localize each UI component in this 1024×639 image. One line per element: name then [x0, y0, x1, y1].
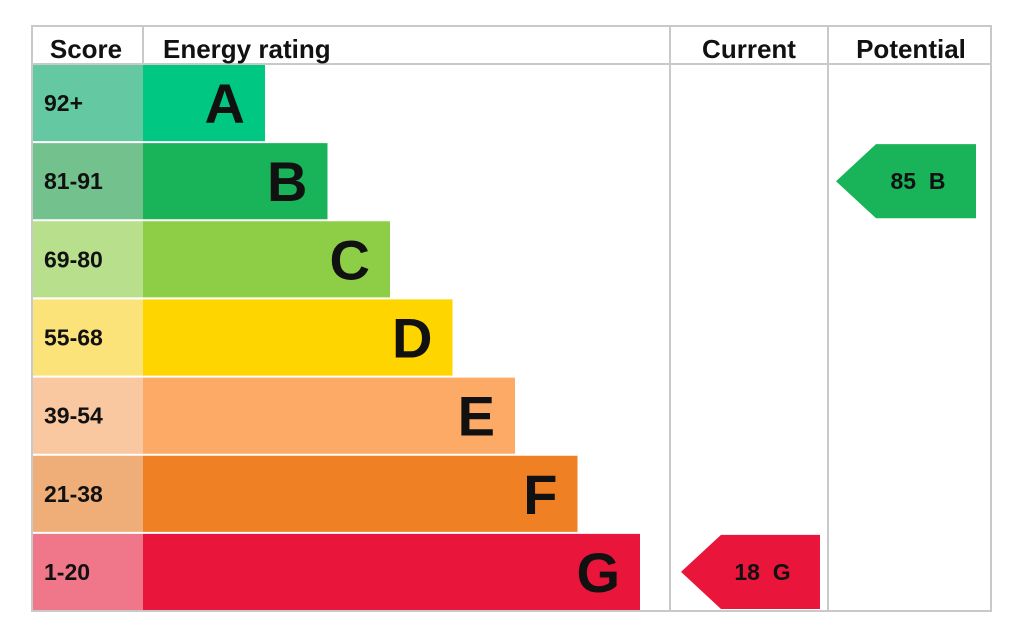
rating-letter-d: D [392, 307, 432, 370]
rating-bar-g [143, 532, 640, 611]
score-range-g: 1-20 [44, 559, 90, 585]
current-indicator: 18 G [681, 534, 820, 609]
rating-bar-a [143, 64, 265, 143]
band-a: 92+ A [32, 64, 265, 143]
table-grid [31, 25, 992, 612]
rating-letter-f: F [523, 463, 557, 526]
score-cell-d [32, 298, 143, 377]
score-cell-f [32, 454, 143, 533]
header-energy-rating: Energy rating [163, 34, 331, 64]
rating-bar-f [143, 454, 578, 533]
band-b: 81-91 B [32, 141, 328, 221]
bands-layer: 92+ A 81-91 B 69-80 C 55-68 D 39-54 E 21-38 F 1-20 G [32, 64, 640, 611]
table-border [31, 25, 992, 612]
score-range-f: 21-38 [44, 481, 103, 507]
potential-rating-label: 85 B [891, 168, 946, 194]
rating-letter-c: C [330, 228, 370, 291]
rating-letter-g: G [576, 541, 620, 604]
rating-bar-d [143, 298, 453, 377]
score-cell-a [32, 64, 143, 143]
score-cell-c [32, 220, 143, 299]
header-current: Current [702, 34, 796, 64]
potential-indicator: 85 B [836, 144, 976, 219]
current-arrow [681, 534, 820, 609]
score-cell-b [32, 142, 143, 221]
header-potential: Potential [856, 34, 966, 64]
rating-letter-b: B [267, 150, 307, 213]
band-f: 21-38 F [32, 453, 578, 533]
band-d: 55-68 D [32, 297, 453, 377]
header-row: Score Energy rating Current Potential [50, 34, 966, 64]
rating-bar-e [143, 376, 515, 455]
band-g: 1-20 G [32, 531, 640, 611]
rating-letter-e: E [458, 385, 495, 448]
arrow-layer: 18 G 85 B [681, 144, 976, 609]
score-range-a: 92+ [44, 90, 83, 116]
score-range-c: 69-80 [44, 246, 103, 272]
potential-arrow [836, 144, 976, 219]
rating-letter-a: A [205, 72, 245, 135]
score-cell-g [32, 532, 143, 611]
band-c: 69-80 C [32, 219, 390, 299]
current-rating-label: 18 G [734, 559, 790, 585]
band-e: 39-54 E [32, 375, 515, 455]
header-score: Score [50, 34, 122, 64]
score-cell-e [32, 376, 143, 455]
score-range-e: 39-54 [44, 403, 103, 429]
score-range-b: 81-91 [44, 168, 103, 194]
score-range-d: 55-68 [44, 325, 103, 351]
rating-bar-c [143, 220, 390, 299]
rating-bar-b [143, 142, 328, 221]
